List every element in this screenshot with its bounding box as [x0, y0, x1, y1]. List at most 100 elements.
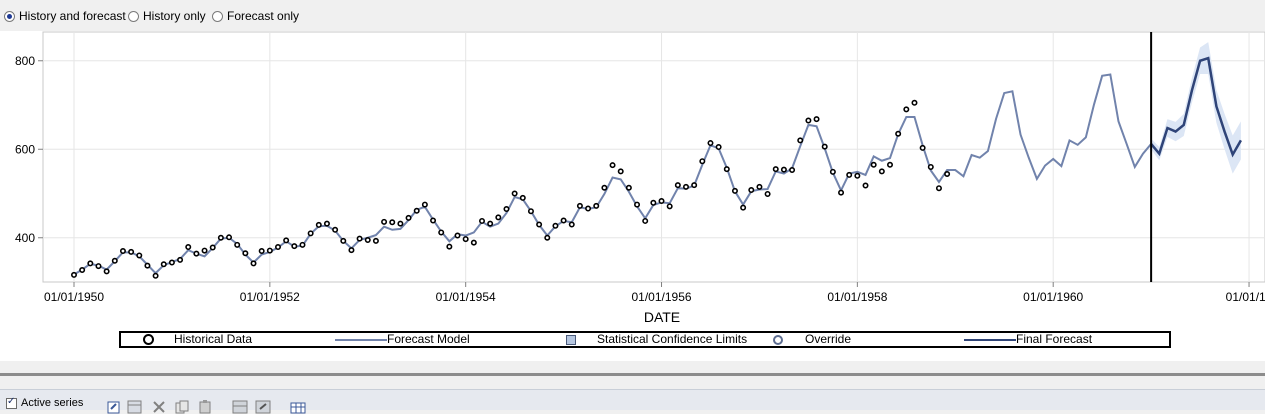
y-tick-label: 600	[15, 142, 35, 156]
history-only-radio[interactable]: History only	[128, 9, 206, 23]
legend-override: Override	[773, 333, 851, 346]
chart-legend: Historical Data Forecast Model Statistic…	[119, 331, 1171, 348]
override-marker-icon	[773, 334, 783, 345]
active-series-checkbox[interactable]	[6, 396, 17, 409]
historical-data-point	[95, 263, 102, 270]
radio-unselected-indicator[interactable]	[212, 10, 223, 22]
historical-data-point	[576, 202, 583, 209]
legend-confidence: Statistical Confidence Limits	[566, 333, 747, 346]
historical-data-point	[209, 244, 216, 251]
legend-final-label: Final Forecast	[1016, 332, 1093, 346]
historical-data-point	[707, 140, 714, 147]
delete-icon[interactable]	[151, 400, 167, 414]
historical-data-point	[674, 182, 681, 189]
historical-data-point	[878, 168, 885, 175]
historical-data-point	[348, 247, 355, 254]
historical-data-point	[405, 214, 412, 221]
active-series-toggle[interactable]: Active series	[6, 396, 84, 409]
paste-icon[interactable]	[197, 400, 213, 414]
active-series-label: Active series	[21, 397, 84, 409]
historical-data-point	[805, 117, 812, 124]
historical-data-point	[715, 144, 722, 151]
historical-data-point	[854, 172, 861, 179]
model-line-icon	[335, 338, 387, 341]
x-tick-label: 01/01/19	[1226, 290, 1265, 304]
historical-data-point	[201, 247, 208, 254]
historical-data-point	[160, 261, 167, 268]
historical-data-point	[552, 222, 559, 229]
x-tick-label: 01/01/1950	[44, 290, 104, 304]
final-line-icon	[964, 338, 1016, 341]
historical-data-point	[242, 250, 249, 257]
historical-data-point	[789, 167, 796, 174]
historical-data-point	[226, 234, 233, 241]
x-tick-label: 01/01/1954	[436, 290, 496, 304]
historical-data-point	[838, 189, 845, 196]
forecast-only-label: Forecast only	[227, 9, 300, 23]
historical-data-point	[87, 260, 94, 267]
forecast-chart-panel: 01/01/1950 01/01/1952 01/01/1954 01/01/1956…	[0, 31, 1265, 361]
table-icon[interactable]	[290, 400, 306, 414]
export-icon[interactable]	[255, 400, 271, 414]
historical-data-point	[234, 241, 241, 248]
historical-data-point	[413, 207, 420, 214]
historical-data-point	[895, 130, 902, 137]
historical-data-point	[421, 201, 428, 208]
historical-data-point	[691, 182, 698, 189]
historical-data-point	[307, 230, 314, 237]
radio-selected-indicator[interactable]	[4, 10, 15, 22]
historical-data-point	[682, 183, 689, 190]
historical-data-point	[944, 171, 951, 178]
historical-data-point	[666, 203, 673, 210]
historical-data-point	[79, 267, 86, 274]
historical-data-point	[511, 190, 518, 197]
historical-data-point	[487, 220, 494, 227]
history-and-forecast-radio[interactable]: History and forecast	[4, 9, 126, 23]
legend-confidence-label: Statistical Confidence Limits	[597, 332, 748, 346]
historical-data-point	[103, 268, 110, 275]
historical-data-point	[911, 99, 918, 106]
y-tick-label: 800	[15, 54, 35, 68]
edit-icon[interactable]	[106, 400, 122, 414]
confidence-box-icon	[566, 334, 576, 345]
x-tick-label: 01/01/1958	[827, 290, 887, 304]
historical-data-point	[389, 219, 396, 226]
historical-data-point	[185, 244, 192, 251]
x-tick-label: 01/01/1956	[631, 290, 691, 304]
historical-data-point	[886, 161, 893, 168]
historical-data-point	[544, 234, 551, 241]
historical-data-point	[756, 183, 763, 190]
historical-data-point	[340, 237, 347, 244]
grid-lines	[43, 32, 1265, 282]
historical-data-point	[919, 144, 926, 151]
legend-historical: Historical Data	[143, 333, 252, 346]
historical-data-point	[430, 217, 437, 224]
historical-data-point	[356, 235, 363, 242]
historical-data-point	[617, 168, 624, 175]
historical-data-point	[585, 205, 592, 212]
historical-data-point	[527, 208, 534, 215]
historical-data-point	[658, 198, 665, 205]
historical-data-point	[291, 243, 298, 250]
forecast-only-radio[interactable]: Forecast only	[212, 9, 299, 23]
historical-data-point	[813, 116, 820, 123]
historical-data-point	[372, 237, 379, 244]
historical-data-point	[740, 204, 747, 211]
panel-separator[interactable]	[0, 373, 1265, 376]
copy-icon[interactable]	[174, 400, 190, 414]
grid-icon[interactable]	[232, 400, 248, 414]
radio-unselected-indicator[interactable]	[128, 10, 139, 22]
legend-override-label: Override	[805, 332, 852, 346]
chart-axes: 01/01/1950 01/01/1952 01/01/1954 01/01/1956…	[15, 54, 1265, 304]
historical-marker-icon	[143, 334, 154, 345]
historical-data-point	[462, 236, 469, 243]
copy-table-icon[interactable]	[127, 400, 143, 414]
x-tick-label: 01/01/1960	[1023, 290, 1083, 304]
historical-data-point	[258, 248, 265, 255]
historical-data-point	[699, 158, 706, 165]
y-tick-label: 400	[15, 231, 35, 245]
historical-data-point	[731, 187, 738, 194]
series-toolbar: Active series	[0, 389, 1265, 414]
historical-data-point	[650, 199, 657, 206]
historical-data-point	[111, 257, 118, 264]
